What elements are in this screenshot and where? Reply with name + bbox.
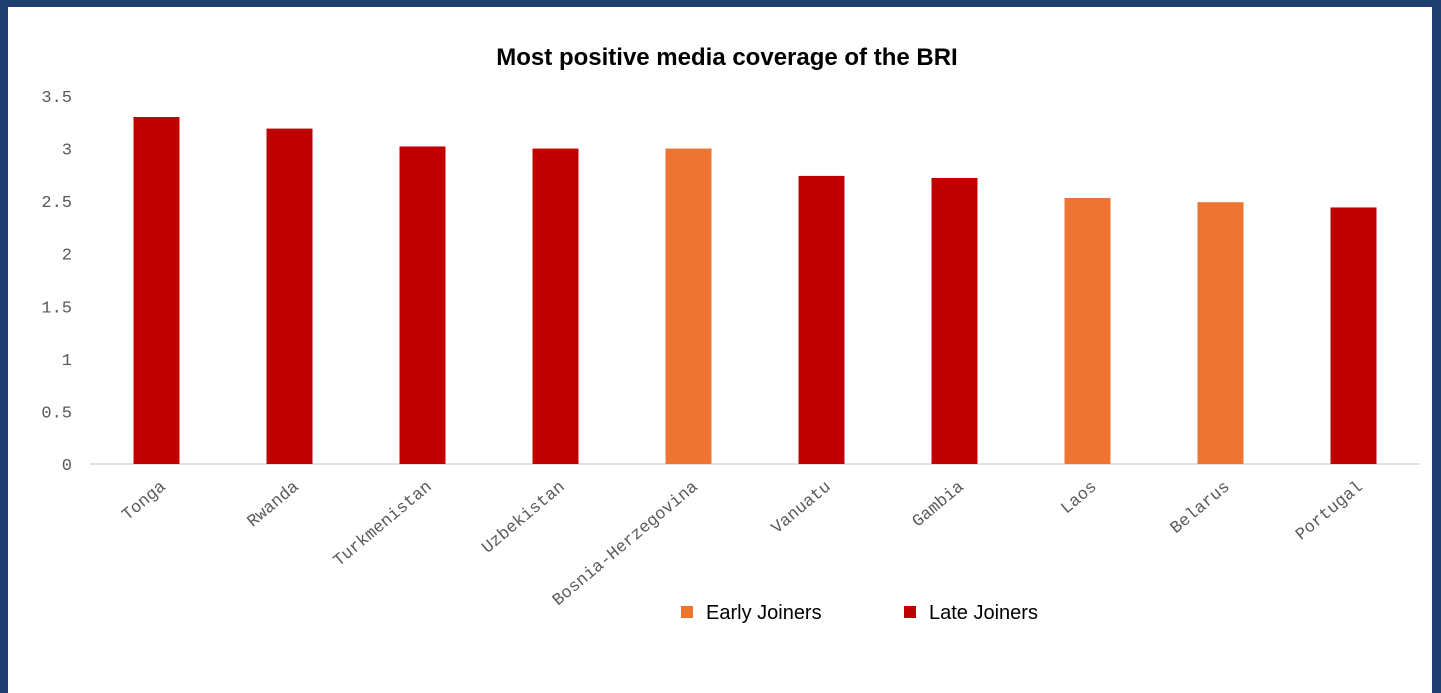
bar-portugal <box>1330 207 1377 465</box>
bar-turkmenistan <box>399 146 446 464</box>
x-tick-label: Uzbekistan <box>479 478 569 558</box>
x-tick-label: Gambia <box>909 478 968 532</box>
bar-laos <box>1064 197 1111 464</box>
x-tick-label: Bosnia-Herzegovina <box>549 478 702 611</box>
y-tick-label: 3 <box>62 142 72 161</box>
y-tick-label: 0.5 <box>41 404 72 423</box>
chart-title: Most positive media coverage of the BRI <box>496 44 957 71</box>
x-tick-label: Rwanda <box>244 478 303 532</box>
x-tick-label: Laos <box>1058 478 1101 519</box>
bar-uzbekistan <box>532 148 579 465</box>
y-axis-ticks: 0 0.5 1 1.5 2 2.5 3 3.5 <box>41 89 72 476</box>
legend: Early Joiners Late Joiners <box>681 602 1038 624</box>
legend-swatch <box>681 606 693 618</box>
x-tick-label: Portugal <box>1293 478 1368 545</box>
bar-bosnia-herzegovina <box>665 148 712 465</box>
bar-vanuatu <box>798 175 845 464</box>
x-axis-ticks: Tonga Rwanda Turkmenistan UzbekistanBosnia-… <box>119 478 1367 611</box>
x-tick-label: Vanuatu <box>768 478 835 538</box>
bar-rwanda <box>266 128 313 464</box>
legend-label: Late Joiners <box>929 602 1038 624</box>
bar-chart: Most positive media coverage of the BRI … <box>41 44 1420 624</box>
bars <box>133 117 1377 465</box>
legend-swatch <box>904 606 916 618</box>
chart-frame: Most positive media coverage of the BRI … <box>8 7 1432 693</box>
y-tick-label: 3.5 <box>41 89 72 108</box>
y-tick-label: 1.5 <box>41 299 72 318</box>
y-tick-label: 1 <box>62 352 72 371</box>
bar-gambia <box>931 178 978 465</box>
legend-label: Early Joiners <box>706 602 822 624</box>
x-tick-label: Belarus <box>1167 478 1234 538</box>
y-tick-label: 2.5 <box>41 194 72 213</box>
y-tick-label: 2 <box>62 247 72 266</box>
bar-belarus <box>1197 202 1244 465</box>
x-tick-label: Tonga <box>119 478 170 525</box>
y-tick-label: 0 <box>62 457 72 476</box>
bar-tonga <box>133 117 180 465</box>
x-tick-label: Turkmenistan <box>330 478 436 571</box>
